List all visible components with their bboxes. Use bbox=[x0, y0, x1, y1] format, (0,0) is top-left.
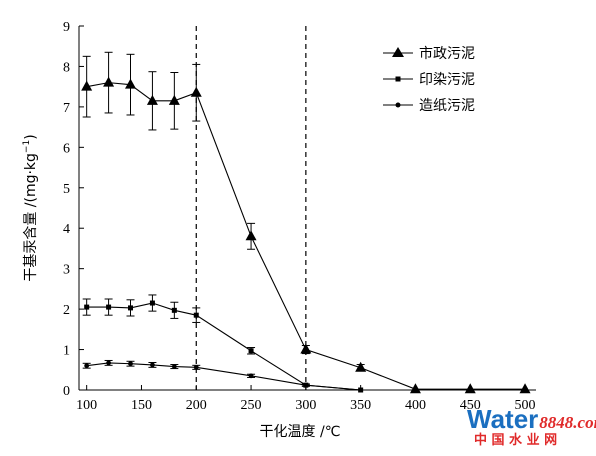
reference-lines bbox=[195, 26, 307, 390]
water8848-logo: Water8848.com 中 国 水 业 网 bbox=[467, 404, 596, 448]
logo-subtitle: 中 国 水 业 网 bbox=[474, 432, 557, 448]
y-tick-label: 2 bbox=[63, 303, 70, 318]
axes bbox=[78, 26, 536, 391]
legend-item-dyeing: 印染污泥 bbox=[383, 72, 475, 88]
y-tick-label: 8 bbox=[63, 60, 70, 75]
data-point-triangle bbox=[146, 94, 158, 105]
data-point-square bbox=[171, 307, 177, 313]
data-point-square bbox=[106, 304, 112, 310]
legend: 市政污泥 印染污泥 造纸污泥 bbox=[383, 45, 475, 114]
series-0 bbox=[81, 51, 531, 394]
x-tick-label: 350 bbox=[350, 398, 371, 413]
data-point-circle bbox=[84, 363, 90, 369]
y-tick-label: 7 bbox=[63, 101, 70, 116]
x-tick-label: 150 bbox=[131, 398, 152, 413]
data-point-triangle bbox=[519, 383, 531, 394]
legend-label-municipal: 市政污泥 bbox=[419, 45, 475, 62]
y-tick-label: 0 bbox=[63, 384, 70, 399]
y-tick-label: 4 bbox=[63, 222, 70, 237]
circle-marker-icon bbox=[395, 102, 401, 108]
square-marker-icon bbox=[395, 76, 401, 82]
y-axis-title-main: 干基汞含量 /(mg·kg bbox=[22, 153, 39, 282]
y-tick-label: 9 bbox=[63, 20, 70, 35]
x-tick-label: 400 bbox=[405, 398, 426, 413]
legend-item-municipal: 市政污泥 bbox=[383, 45, 475, 62]
data-point-triangle bbox=[81, 80, 93, 91]
x-tick-label: 500 bbox=[515, 398, 536, 413]
y-tick-label: 5 bbox=[63, 182, 70, 197]
data-point-square bbox=[149, 300, 155, 306]
data-point-circle bbox=[358, 387, 364, 393]
y-axis-title-close: ) bbox=[23, 134, 39, 139]
series-layer bbox=[81, 51, 531, 394]
data-point-triangle bbox=[168, 94, 180, 105]
data-point-triangle bbox=[464, 383, 476, 394]
y-ticks: 0 1 2 3 4 5 6 7 8 9 bbox=[63, 20, 84, 399]
logo-text-num: 8848 bbox=[539, 413, 574, 432]
data-point-circle bbox=[303, 382, 309, 388]
series-line bbox=[86, 362, 361, 391]
y-tick-label: 3 bbox=[63, 263, 70, 278]
data-point-square bbox=[193, 312, 199, 318]
x-tick-label: 200 bbox=[186, 398, 207, 413]
data-point-square bbox=[128, 305, 134, 311]
data-point-triangle bbox=[125, 78, 137, 89]
series-1 bbox=[82, 294, 364, 393]
data-point-triangle bbox=[355, 361, 367, 372]
data-point-square bbox=[248, 348, 254, 354]
x-tick-label: 250 bbox=[241, 398, 262, 413]
logo-text: Water8848.com bbox=[467, 404, 596, 434]
y-tick-label: 6 bbox=[63, 141, 70, 156]
legend-label-dyeing: 印染污泥 bbox=[419, 72, 475, 88]
data-point-square bbox=[84, 304, 90, 310]
data-point-triangle bbox=[245, 230, 257, 241]
series-2 bbox=[82, 359, 364, 393]
data-point-triangle bbox=[409, 383, 421, 394]
legend-item-paper: 造纸污泥 bbox=[383, 98, 475, 114]
legend-label-paper: 造纸污泥 bbox=[419, 98, 475, 114]
x-tick-label: 100 bbox=[76, 398, 97, 413]
data-point-circle bbox=[248, 373, 254, 379]
logo-text-main: Water bbox=[467, 404, 538, 434]
data-point-triangle bbox=[190, 86, 202, 97]
data-point-triangle bbox=[103, 76, 115, 87]
data-point-circle bbox=[150, 362, 155, 368]
data-point-circle bbox=[193, 364, 199, 370]
data-point-circle bbox=[171, 364, 177, 369]
y-axis-title-sup: −1 bbox=[22, 140, 32, 153]
x-axis-title: 干化温度 /℃ bbox=[260, 424, 341, 440]
y-axis-title: 干基汞含量 /(mg·kg−1) bbox=[22, 134, 39, 281]
series-line bbox=[86, 82, 526, 390]
x-tick-label: 450 bbox=[460, 398, 481, 413]
x-tick-label: 300 bbox=[295, 398, 316, 413]
data-point-circle bbox=[106, 360, 111, 366]
logo-text-dotcom: .com bbox=[573, 413, 596, 432]
data-point-triangle bbox=[300, 343, 312, 354]
triangle-marker-icon bbox=[392, 47, 404, 57]
x-ticks: 100 150 200 250 300 350 400 450 500 bbox=[76, 385, 536, 413]
data-point-circle bbox=[128, 361, 133, 367]
y-tick-label: 1 bbox=[63, 344, 70, 359]
